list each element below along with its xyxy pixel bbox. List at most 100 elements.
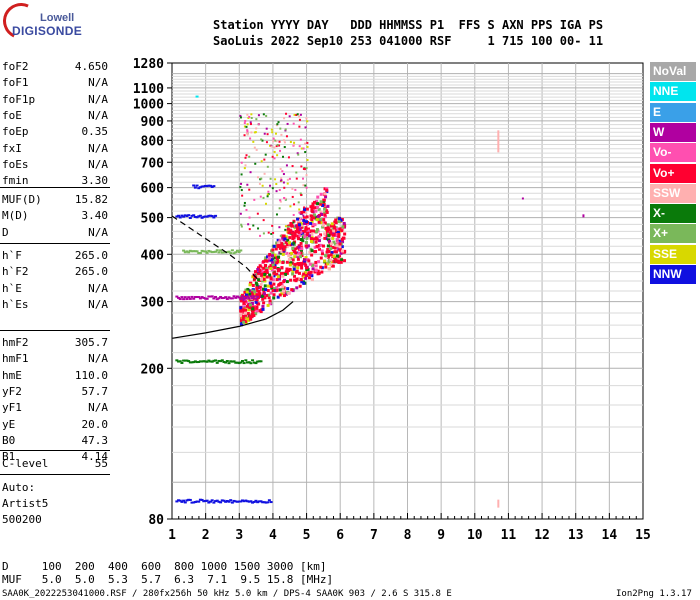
echo-point (289, 256, 293, 260)
echo-point (244, 288, 248, 292)
echo-point (275, 190, 278, 193)
echo-point (278, 140, 281, 143)
echo-point (303, 206, 306, 209)
echo-point (257, 272, 261, 276)
echo-point (280, 179, 283, 182)
param-value: 4.14 (81, 450, 109, 464)
echo-point (298, 211, 301, 214)
echo-point (257, 302, 261, 306)
echo-point (327, 239, 331, 243)
echo-point (265, 275, 269, 279)
echo-point (267, 256, 271, 260)
echo-point (193, 186, 197, 189)
echo-point (248, 283, 252, 287)
echo-point (250, 113, 253, 116)
echo-point (288, 263, 292, 267)
param-name: foE (2, 108, 22, 122)
echo-point (285, 267, 289, 271)
echo-point (239, 361, 243, 364)
echo-point (219, 501, 223, 504)
echo-point (217, 251, 221, 254)
echo-point (261, 307, 265, 311)
param-value: N/A (88, 108, 108, 122)
echo-point (310, 220, 314, 224)
echo-point (278, 246, 282, 250)
echo-point (243, 204, 246, 207)
echo-point (340, 258, 344, 262)
echo-point (242, 500, 246, 503)
echo-point (308, 250, 312, 254)
echo-point (275, 255, 279, 259)
echo-point (304, 184, 307, 187)
echo-point (305, 167, 308, 170)
echo-point (325, 188, 329, 192)
echo-point (183, 359, 187, 362)
param-name: hmF1 (2, 352, 29, 366)
echo-point (332, 224, 336, 228)
echo-point (178, 360, 182, 363)
echo-point (285, 251, 289, 255)
echo-point (185, 214, 189, 217)
echo-point (314, 260, 318, 264)
echo-point (182, 298, 186, 301)
echo-point (202, 296, 206, 299)
echo-point (278, 144, 281, 147)
echo-point (262, 501, 266, 504)
echo-point (205, 499, 209, 502)
echo-point (229, 499, 233, 502)
echo-point (240, 359, 244, 362)
echo-point (195, 500, 199, 503)
echo-point (195, 95, 199, 98)
echo-point (332, 259, 336, 263)
echo-point (291, 258, 295, 262)
echo-point (188, 297, 192, 300)
echo-point (315, 230, 319, 234)
echo-point (298, 224, 302, 228)
echo-point (265, 259, 269, 263)
echo-point (300, 224, 304, 228)
echo-point (205, 297, 209, 300)
echo-point (255, 283, 259, 287)
echo-point (251, 310, 255, 314)
echo-point (251, 283, 255, 287)
echo-point (214, 500, 218, 503)
echo-point (337, 239, 341, 243)
echo-point (239, 314, 243, 318)
echo-point (175, 215, 179, 218)
echo-point (325, 230, 329, 234)
echo-point (329, 231, 333, 235)
echo-point (497, 130, 500, 153)
echo-point (257, 266, 261, 270)
echo-point (271, 187, 274, 190)
echo-point (180, 214, 184, 217)
echo-point (268, 299, 272, 303)
echo-point (178, 298, 182, 301)
echo-point (331, 236, 335, 240)
echo-point (287, 258, 291, 262)
echo-point (244, 313, 248, 317)
echo-point (227, 362, 231, 365)
echo-point (323, 215, 327, 219)
echo-point (252, 224, 255, 227)
echo-point (332, 240, 336, 244)
echo-point (252, 295, 256, 298)
echo-point (329, 247, 333, 251)
echo-point (275, 272, 279, 276)
echo-point (299, 192, 302, 195)
echo-point (316, 214, 320, 218)
param-group4-row: B0 47.3 (2, 434, 108, 450)
echo-point (251, 307, 255, 311)
echo-point (275, 140, 278, 143)
echo-point (230, 249, 234, 252)
echo-point (313, 237, 317, 241)
echo-point (197, 296, 201, 299)
echo-point (333, 220, 337, 224)
echo-point (259, 500, 263, 503)
param-value: N/A (88, 92, 108, 106)
echo-point (311, 237, 315, 241)
echo-point (285, 245, 289, 249)
echo-point (258, 182, 261, 185)
echo-point (302, 218, 306, 222)
param-value: 0.35 (81, 125, 109, 139)
echo-point (310, 274, 314, 278)
